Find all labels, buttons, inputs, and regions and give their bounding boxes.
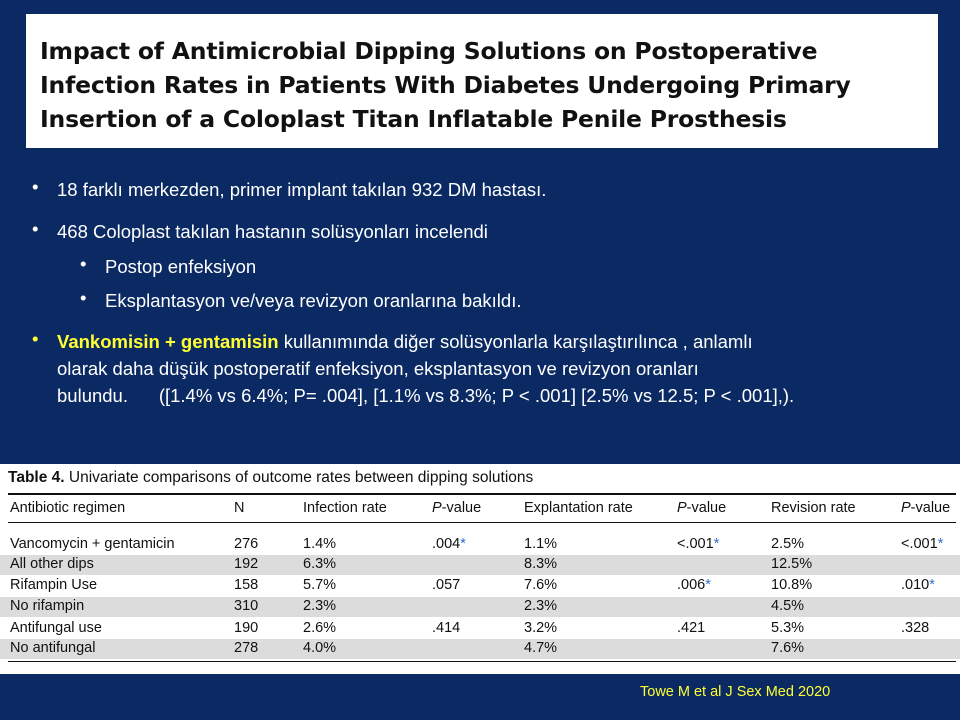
highlight-bullet-text: Vankomisin + gentamisin kullanımında diğ…	[57, 328, 937, 409]
pvalue-header-suffix: -value	[910, 500, 951, 516]
pvalue-header-suffix: -value	[441, 500, 482, 516]
table-cell: 7.6%	[771, 640, 805, 656]
table-cell: 158	[234, 577, 259, 593]
significance-marker: *	[460, 536, 466, 552]
table-cell: <.001*	[901, 536, 944, 552]
bullet-text: 468 Coloplast takılan hastanın solüsyonl…	[57, 221, 488, 242]
table-header-cell: P-value	[432, 500, 482, 516]
table-cell: 2.3%	[303, 598, 337, 614]
table-row: Rifampin Use 158 5.7% .057 7.6% .006* 10.8% .01…	[0, 576, 960, 596]
table-row: No rifampin 310 2.3% 2.3% 4.5%	[0, 597, 960, 617]
table-cell: .006*	[677, 577, 711, 593]
significance-marker: *	[937, 536, 944, 552]
pvalue-header-suffix: -value	[686, 500, 727, 516]
results-table: Table 4. Univariate comparisons of outco…	[0, 464, 960, 674]
table-header-cell: Revision rate	[771, 500, 856, 516]
significance-marker: *	[705, 577, 711, 593]
table-cell: 190	[234, 620, 259, 636]
bullet-dot: •	[80, 287, 87, 308]
table-cell: .004*	[432, 536, 466, 552]
highlight-line2: olarak daha düşük postoperatif enfeksiyo…	[57, 358, 699, 379]
table-caption: Table 4. Univariate comparisons of outco…	[8, 469, 533, 487]
table-cell: <.001*	[677, 536, 720, 552]
table-header-cell: Antibiotic regimen	[10, 500, 126, 516]
bullet-dot: •	[32, 328, 39, 349]
reference-citation: Towe M et al J Sex Med 2020	[640, 684, 831, 700]
highlight-line3: bulundu. ([1.4% vs 6.4%; P= .004], [1.1%…	[57, 385, 795, 406]
table-cell: 4.0%	[303, 640, 337, 656]
table-cell: No antifungal	[10, 640, 96, 656]
table-header-cell: P-value	[677, 500, 727, 516]
table-cell: 5.3%	[771, 620, 805, 636]
bullet-dot: •	[32, 218, 39, 239]
table-cell: No rifampin	[10, 598, 85, 614]
table-cell: Antifungal use	[10, 620, 102, 636]
table-cell: 4.5%	[771, 598, 805, 614]
table-cell: 1.1%	[524, 536, 558, 552]
table-cell: 278	[234, 640, 259, 656]
table-cell: .010*	[901, 577, 935, 593]
table-cell: 1.4%	[303, 536, 337, 552]
significance-marker: *	[713, 536, 720, 552]
table-cell: 2.6%	[303, 620, 337, 636]
table-cell: 6.3%	[303, 556, 337, 572]
bullet-text: Postop enfeksiyon	[105, 256, 257, 277]
table-header-cell: Explantation rate	[524, 500, 633, 516]
table-cell: 192	[234, 556, 259, 572]
highlight-line1: kullanımında diğer solüsyonlarla karşıla…	[278, 331, 753, 352]
highlight-drug-name: Vankomisin + gentamisin	[57, 331, 279, 352]
bullet-dot: •	[80, 253, 87, 274]
table-header-cell: P-value	[901, 500, 951, 516]
table-cell: 12.5%	[771, 556, 813, 572]
table-cell: .421	[677, 620, 706, 636]
table-caption-text: Univariate comparisons of outcome rates …	[64, 469, 534, 486]
table-row: All other dips 192 6.3% 8.3% 12.5%	[0, 555, 960, 575]
table-row: Antifungal use 190 2.6% .414 3.2% .421 5.3% .32…	[0, 619, 960, 639]
table-cell: .057	[432, 577, 461, 593]
table-cell: Vancomycin + gentamicin	[10, 536, 175, 552]
significance-marker: *	[929, 577, 935, 593]
table-cell: 2.3%	[524, 598, 558, 614]
table-row: Vancomycin + gentamicin 276 1.4% .004* 1.1% <…	[0, 535, 960, 555]
table-top-rule	[8, 493, 956, 495]
table-cell: 10.8%	[771, 577, 813, 593]
table-cell: 5.7%	[303, 577, 337, 593]
bullet-text: 18 farklı merkezden, primer implant takı…	[57, 179, 547, 200]
table-cell: Rifampin Use	[10, 577, 98, 593]
table-label: Table 4.	[8, 469, 65, 486]
table-row: No antifungal 278 4.0% 4.7% 7.6%	[0, 639, 960, 659]
table-bottom-rule	[8, 661, 956, 662]
table-cell: 2.5%	[771, 536, 805, 552]
table-header-rule	[8, 522, 956, 523]
bullet-dot: •	[32, 176, 39, 197]
slide-title: Impact of Antimicrobial Dipping Solution…	[40, 37, 851, 133]
table-cell: 7.6%	[524, 577, 558, 593]
table-cell: All other dips	[10, 556, 94, 572]
table-cell: 4.7%	[524, 640, 558, 656]
table-cell: 8.3%	[524, 556, 558, 572]
table-cell: .414	[432, 620, 461, 636]
title-box: Impact of Antimicrobial Dipping Solution…	[26, 14, 938, 148]
table-cell: 276	[234, 536, 259, 552]
table-cell: 3.2%	[524, 620, 558, 636]
table-header-cell: N	[234, 500, 245, 516]
bullet-text: Eksplantasyon ve/veya revizyon oranların…	[105, 290, 522, 311]
table-cell: .328	[901, 620, 930, 636]
table-cell: 310	[234, 598, 259, 614]
table-header-cell: Infection rate	[303, 500, 387, 516]
